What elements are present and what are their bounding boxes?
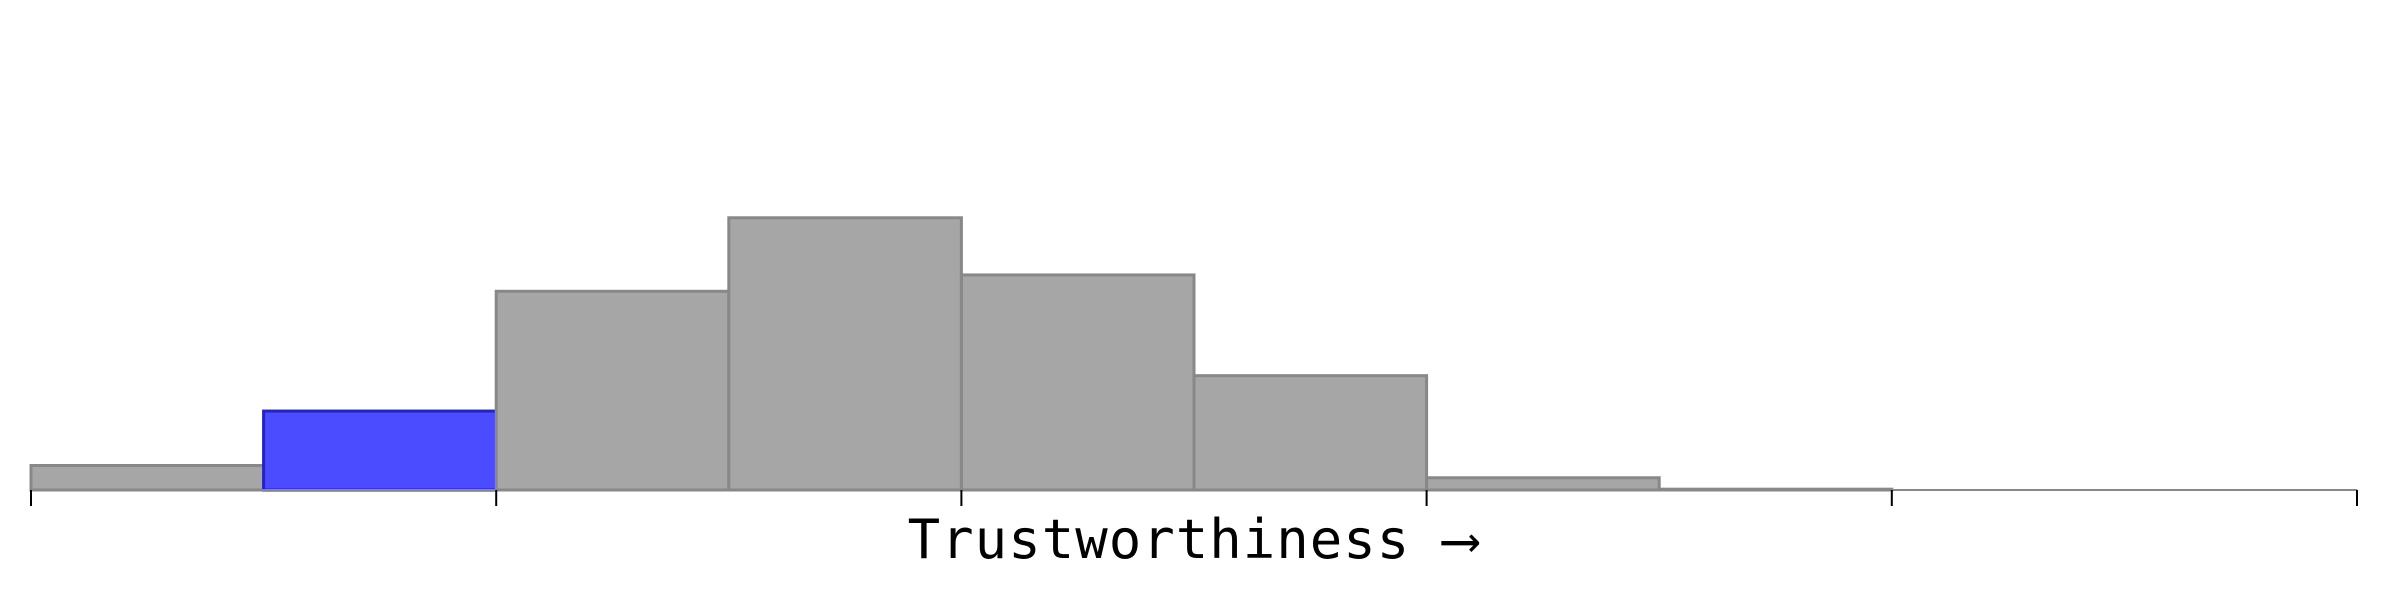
histogram-bar <box>29 464 266 492</box>
histogram-bar <box>1425 476 1661 492</box>
x-axis-label: Trustworthiness ⟶ <box>907 508 1478 571</box>
histogram-bar <box>959 273 1196 492</box>
histogram-bar <box>494 289 731 492</box>
histogram-bar-highlighted <box>262 409 498 492</box>
histogram-bar <box>1192 374 1429 492</box>
histogram-bar <box>727 216 963 492</box>
